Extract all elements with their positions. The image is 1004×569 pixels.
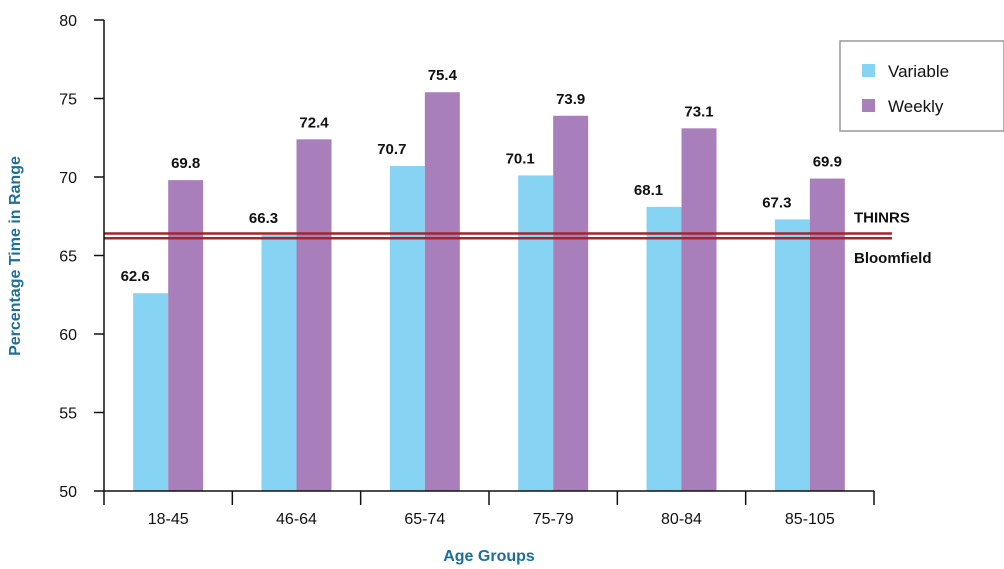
legend-swatch-variable	[862, 64, 875, 77]
bar-variable-65-74	[389, 166, 425, 491]
data-label-weekly-85-105: 69.9	[813, 154, 842, 171]
bar-weekly-75-79	[553, 115, 589, 492]
data-label-variable-85-105: 67.3	[762, 194, 791, 211]
x-tick-label-65-74: 65-74	[404, 511, 445, 528]
bar-weekly-80-84	[681, 128, 717, 491]
bar-variable-80-84	[646, 206, 682, 491]
y-tick-label-60: 60	[59, 327, 77, 344]
x-tick-label-46-64: 46-64	[276, 511, 317, 528]
data-labels-layer: 62.6 66.3 70.7 70.1 68.1 67.3 69.8 72.4 75.4 73.9…	[121, 67, 842, 285]
data-label-variable-75-79: 70.1	[506, 150, 535, 167]
legend: Variable Weekly	[839, 40, 1004, 132]
y-tick-label-55: 55	[59, 406, 77, 423]
reference-label-bloomfield: Bloomfield	[854, 250, 932, 267]
data-label-weekly-80-84: 73.1	[684, 103, 713, 120]
legend-swatch-weekly	[862, 99, 875, 112]
y-tick-label-70: 70	[59, 170, 77, 187]
data-label-variable-18-45: 62.6	[121, 268, 150, 285]
bar-weekly-18-45	[168, 180, 204, 491]
bar-weekly-65-74	[424, 92, 460, 491]
data-label-weekly-65-74: 75.4	[428, 67, 458, 84]
data-label-weekly-75-79: 73.9	[556, 91, 585, 108]
x-tick-label-80-84: 80-84	[661, 511, 702, 528]
x-tick-label-18-45: 18-45	[148, 511, 189, 528]
y-tick-label-75: 75	[59, 92, 77, 109]
data-label-weekly-46-64: 72.4	[299, 114, 329, 131]
legend-label-variable: Variable	[888, 62, 949, 81]
data-label-variable-65-74: 70.7	[377, 141, 406, 158]
data-label-variable-80-84: 68.1	[634, 182, 663, 199]
reference-lines-layer: THINRS Bloomfield	[104, 210, 932, 267]
reference-label-thinrs: THINRS	[854, 210, 910, 227]
legend-box	[839, 40, 1004, 132]
bar-variable-85-105	[774, 219, 810, 491]
y-tick-label-80: 80	[59, 13, 77, 30]
bar-weekly-85-105	[809, 178, 845, 491]
bars-layer	[133, 92, 845, 492]
bar-variable-18-45	[133, 293, 169, 491]
bar-variable-75-79	[518, 175, 554, 491]
y-tick-label-50: 50	[59, 484, 77, 501]
data-label-variable-46-64: 66.3	[249, 210, 278, 227]
bar-variable-46-64	[261, 235, 297, 491]
x-axis-title: Age Groups	[443, 548, 535, 565]
x-tick-label-75-79: 75-79	[533, 511, 574, 528]
legend-label-weekly: Weekly	[888, 97, 944, 116]
y-axis-title: Percentage Time in Range	[7, 156, 24, 356]
data-label-weekly-18-45: 69.8	[171, 155, 200, 172]
axes-layer: 50 55 60 65 70 75 80 18-45 46-64 65-74 75-79 80-84 8…	[59, 13, 875, 528]
x-tick-label-85-105: 85-105	[785, 511, 835, 528]
bar-weekly-46-64	[296, 139, 332, 491]
y-tick-label-65: 65	[59, 249, 77, 266]
